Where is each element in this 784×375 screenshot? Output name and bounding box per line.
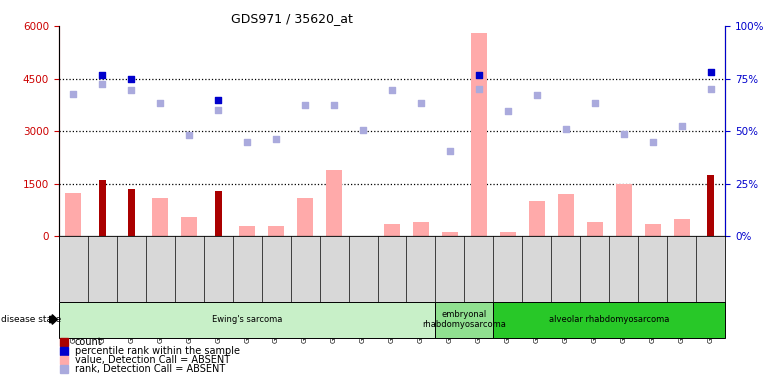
Point bbox=[67, 91, 79, 97]
Point bbox=[531, 92, 543, 98]
Bar bbox=[99, 180, 106, 236]
Bar bbox=[471, 33, 487, 236]
Point bbox=[154, 100, 166, 106]
Point bbox=[560, 126, 572, 132]
Bar bbox=[500, 232, 516, 236]
Point bbox=[183, 132, 195, 138]
Bar bbox=[297, 198, 313, 236]
Point bbox=[589, 100, 601, 106]
Bar bbox=[65, 192, 82, 236]
Point bbox=[241, 139, 253, 145]
Text: alveolar rhabdomyosarcoma: alveolar rhabdomyosarcoma bbox=[549, 315, 670, 324]
Bar bbox=[529, 201, 545, 236]
Bar bbox=[644, 224, 661, 236]
Bar bbox=[59, 302, 435, 338]
Text: disease state: disease state bbox=[1, 315, 61, 324]
Point bbox=[647, 139, 659, 145]
Point bbox=[212, 97, 224, 103]
Text: embryonal
rhabdomyosarcoma: embryonal rhabdomyosarcoma bbox=[423, 310, 506, 329]
Point bbox=[415, 100, 427, 106]
Bar bbox=[558, 194, 574, 236]
Title: GDS971 / 35620_at: GDS971 / 35620_at bbox=[231, 12, 353, 25]
FancyArrow shape bbox=[49, 315, 57, 324]
Text: rank, Detection Call = ABSENT: rank, Detection Call = ABSENT bbox=[74, 364, 225, 374]
Point bbox=[618, 131, 630, 137]
Point bbox=[705, 69, 717, 75]
Bar bbox=[152, 198, 169, 236]
Point bbox=[96, 81, 108, 87]
Point bbox=[270, 135, 282, 141]
Point bbox=[444, 148, 456, 154]
Bar bbox=[615, 184, 632, 236]
Point bbox=[705, 86, 717, 92]
Bar bbox=[493, 302, 725, 338]
Bar bbox=[673, 219, 690, 236]
Text: count: count bbox=[74, 337, 103, 347]
Text: value, Detection Call = ABSENT: value, Detection Call = ABSENT bbox=[74, 355, 230, 365]
Point bbox=[125, 76, 137, 82]
Bar bbox=[435, 302, 493, 338]
Bar bbox=[384, 224, 400, 236]
Bar bbox=[215, 192, 222, 236]
Bar bbox=[442, 232, 458, 236]
Point bbox=[96, 72, 108, 78]
Bar bbox=[128, 189, 135, 236]
Point bbox=[212, 106, 224, 112]
Point bbox=[473, 86, 485, 92]
Point bbox=[676, 123, 688, 129]
Point bbox=[357, 128, 369, 134]
Text: percentile rank within the sample: percentile rank within the sample bbox=[74, 346, 240, 356]
Point bbox=[328, 102, 340, 108]
Point bbox=[386, 87, 398, 93]
Bar bbox=[587, 222, 603, 236]
Point bbox=[125, 87, 137, 93]
Point bbox=[299, 102, 311, 108]
Point bbox=[473, 72, 485, 78]
Point bbox=[502, 108, 514, 114]
Bar bbox=[239, 226, 255, 236]
Bar bbox=[181, 217, 197, 236]
Bar bbox=[326, 170, 342, 236]
Bar bbox=[268, 226, 284, 236]
Bar bbox=[413, 222, 429, 236]
Bar bbox=[707, 175, 714, 236]
Text: Ewing's sarcoma: Ewing's sarcoma bbox=[212, 315, 282, 324]
